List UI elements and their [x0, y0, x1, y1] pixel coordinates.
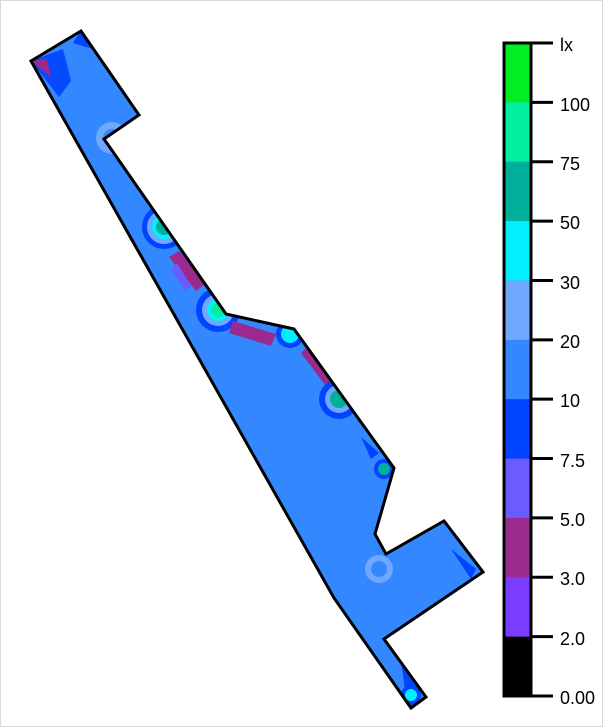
- legend-unit: lx: [560, 35, 573, 55]
- color-band: [504, 280, 531, 341]
- color-band: [504, 577, 531, 638]
- color-band: [504, 339, 531, 400]
- tick-label-100: 100: [560, 95, 591, 115]
- color-scale-border: [502, 41, 533, 698]
- corridor-outline: [28, 28, 486, 711]
- tick-label-30: 30: [560, 273, 581, 293]
- tick-label-0-00: 0.00: [560, 688, 596, 708]
- color-band: [504, 161, 531, 222]
- color-scale-ticks: [531, 41, 553, 698]
- color-band: [504, 221, 531, 281]
- tick-label-20: 20: [560, 332, 581, 352]
- tick-label-10: 10: [560, 391, 581, 411]
- tick-label-5-0: 5.0: [560, 510, 586, 530]
- color-scale-bands: [504, 43, 531, 697]
- tick-label-50: 50: [560, 213, 581, 233]
- color-band: [504, 636, 531, 697]
- tick-label-7-5: 7.5: [560, 451, 586, 471]
- tick-label-2-0: 2.0: [560, 629, 586, 649]
- tick-label-3-0: 3.0: [560, 569, 586, 589]
- color-band: [504, 399, 531, 460]
- color-band: [504, 102, 531, 163]
- color-band: [504, 517, 531, 578]
- color-band: [504, 458, 531, 519]
- color-band: [504, 43, 531, 103]
- corridor-fill: [31, 31, 483, 708]
- tick-label-75: 75: [560, 154, 581, 174]
